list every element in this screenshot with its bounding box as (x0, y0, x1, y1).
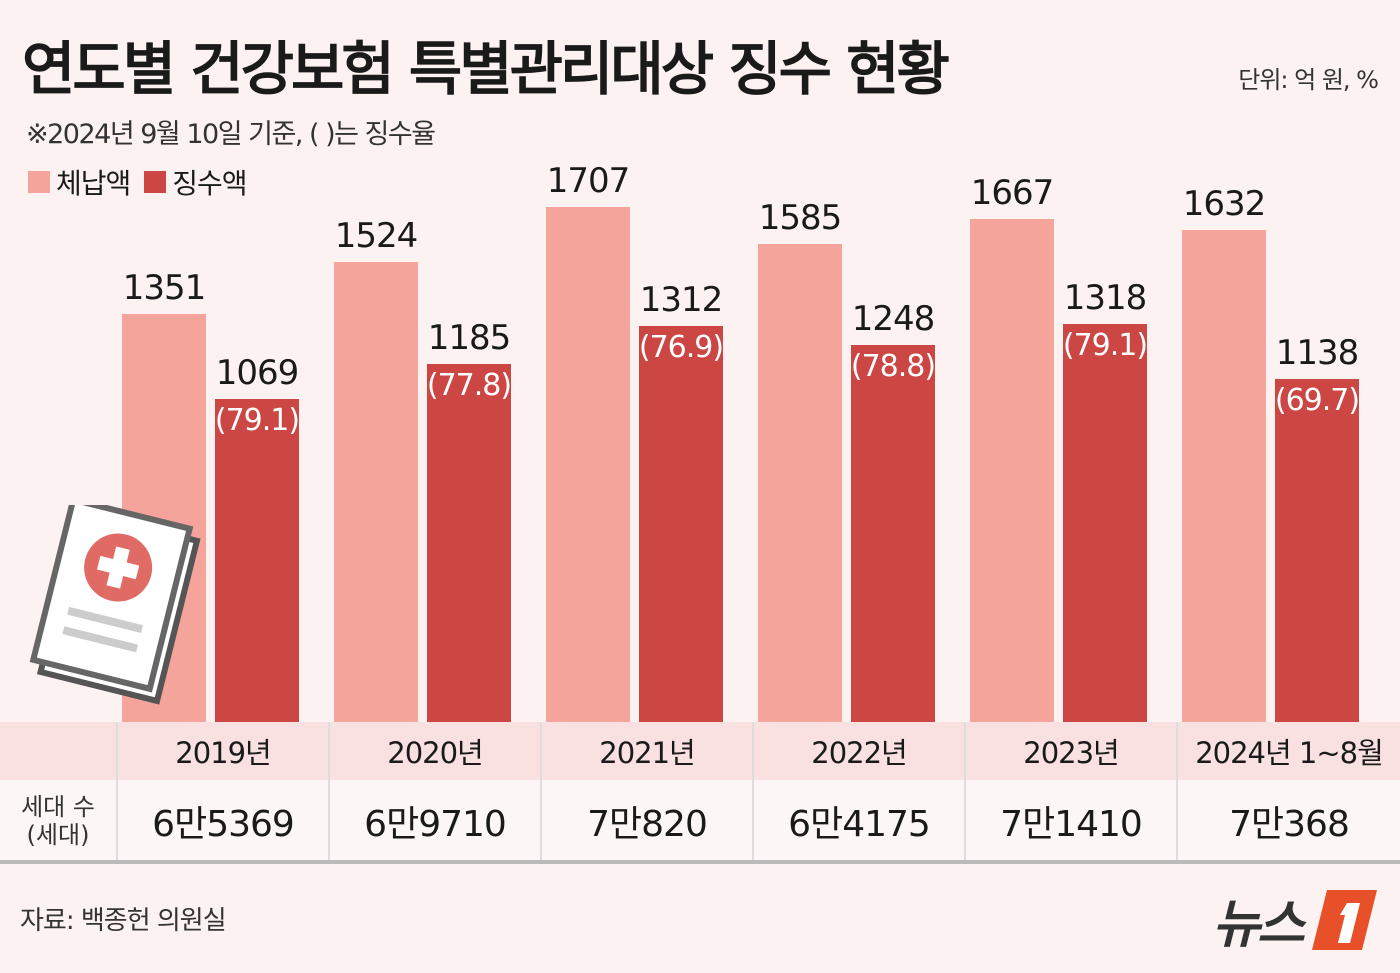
value-label: 1707 (546, 160, 631, 201)
legend-label: 징수액 (172, 167, 247, 200)
value-label: 1248 (851, 299, 936, 340)
value-label: 1185 (427, 318, 512, 359)
year-cell: 2020년 (328, 722, 540, 780)
bar-arrears (334, 262, 418, 722)
value-label: 1069 (215, 353, 300, 394)
rate-label: (76.9) (638, 330, 724, 366)
year-row (0, 722, 1400, 780)
bar-arrears (546, 206, 630, 722)
year-cell: 2023년 (964, 722, 1176, 780)
legend: 체납액 징수액 (28, 162, 248, 202)
logo-text: 뉴스 (1212, 895, 1305, 955)
rate-label: (69.7) (1274, 382, 1360, 418)
year-cell: 2019년 (116, 722, 328, 780)
insurance-card-icon (29, 505, 201, 705)
household-cell: 7만820 (540, 780, 752, 862)
year-cell: 2024년 1~8월 (1176, 722, 1400, 780)
legend-item-collected: 징수액 (144, 162, 248, 202)
unit-label: 단위: 억 원, % (1238, 66, 1379, 94)
rate-label: (79.1) (1062, 328, 1148, 364)
household-row (0, 780, 1400, 862)
row-label-line2: (세대) (26, 821, 90, 849)
bar-collected (215, 399, 299, 722)
value-label: 1138 (1275, 332, 1360, 373)
value-label: 1524 (334, 216, 419, 257)
value-label: 1632 (1182, 183, 1267, 224)
household-cell: 6만9710 (328, 780, 540, 862)
value-label: 1318 (1063, 278, 1148, 319)
legend-swatch-arrears (28, 171, 50, 193)
bar-arrears (1182, 229, 1266, 722)
legend-item-arrears: 체납액 (28, 162, 131, 202)
bar-collected (851, 345, 935, 722)
bar-chart: 1351 1069 (79.1) 1524 1185 (77.8) 1707 1312 (76.… (122, 160, 1360, 722)
value-label: 1585 (758, 197, 843, 238)
bar-arrears (970, 219, 1054, 722)
news1-logo: 뉴스 (1212, 882, 1382, 957)
row-label: 세대 수 (세대) (0, 780, 116, 862)
chart-title: 연도별 건강보험 특별관리대상 징수 현황 (22, 35, 950, 103)
bar-arrears (758, 243, 842, 722)
rate-label: (79.1) (214, 403, 300, 439)
household-table: 세대 수 (세대) 2019년 6만5369 2020년 6만9710 2021년 7만8… (0, 722, 1400, 862)
source: 자료: 백종헌 의원실 (20, 906, 227, 936)
row-label-line1: 세대 수 (21, 793, 95, 821)
rate-label: (78.8) (850, 349, 936, 385)
household-cell: 6만5369 (116, 780, 328, 862)
household-cell: 6만4175 (752, 780, 964, 862)
bar-collected (1275, 378, 1359, 722)
bar-collected (1063, 324, 1147, 722)
year-cell: 2021년 (540, 722, 752, 780)
rate-label: (77.8) (426, 368, 512, 404)
bar-collected (427, 364, 511, 722)
divider (0, 860, 1400, 864)
logo-mark (1312, 889, 1377, 950)
note: ※2024년 9월 10일 기준, ( )는 징수율 (26, 119, 436, 150)
value-label: 1667 (970, 173, 1055, 214)
legend-swatch-collected (144, 171, 167, 193)
household-cell: 7만1410 (964, 780, 1176, 862)
legend-label: 체납액 (56, 167, 131, 200)
household-cell: 7만368 (1176, 780, 1400, 862)
bar-collected (639, 326, 723, 722)
year-cell: 2022년 (752, 722, 964, 780)
value-label: 1312 (639, 280, 724, 321)
value-label: 1351 (122, 268, 207, 309)
